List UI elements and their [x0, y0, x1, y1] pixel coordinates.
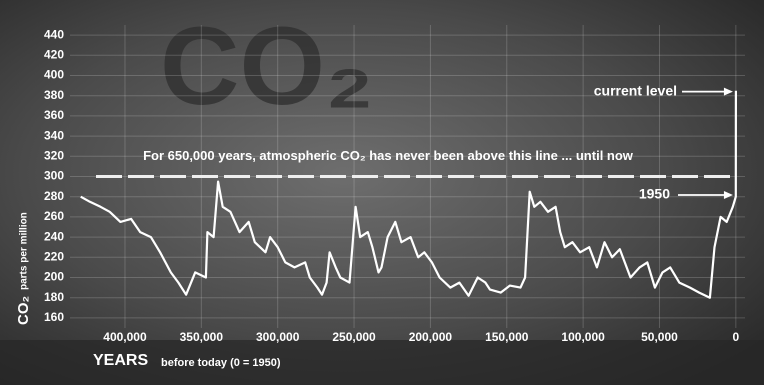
x-tick-label: 250,000 — [332, 330, 376, 344]
x-tick-label: 200,000 — [409, 330, 453, 344]
y-tick-label: 420 — [44, 47, 64, 61]
y-tick-label: 200 — [44, 270, 64, 284]
sea — [0, 340, 764, 385]
x-tick-label: 350,000 — [180, 330, 224, 344]
x-tick-label: 400,000 — [103, 330, 147, 344]
x-label-main: YEARS — [93, 352, 148, 369]
x-tick-label: 0 — [732, 330, 739, 344]
x-label-rest: before today (0 = 1950) — [161, 357, 281, 369]
y-tick-label: 260 — [44, 209, 64, 223]
arrowhead — [723, 191, 733, 199]
y-axis-label: CO₂ parts per million — [15, 212, 32, 325]
annotation: For 650,000 years, atmospheric CO₂ has n… — [143, 148, 634, 163]
y-tick-label: 160 — [44, 310, 64, 324]
callout-1950: 1950 — [639, 186, 670, 202]
y-tick-label: 380 — [44, 88, 64, 102]
y-tick-label: 400 — [44, 68, 64, 82]
y-tick-label: 180 — [44, 290, 64, 304]
y-tick-label: 440 — [44, 27, 64, 41]
callout-current: current level — [594, 82, 677, 98]
y-tick-label: 240 — [44, 229, 64, 243]
x-tick-label: 300,000 — [256, 330, 300, 344]
data-line — [80, 90, 737, 299]
x-tick-label: 100,000 — [561, 330, 605, 344]
y-tick-label: 360 — [44, 108, 64, 122]
watermark: CO₂ — [160, 5, 374, 128]
y-tick-label: 340 — [44, 128, 64, 142]
y-tick-label: 320 — [44, 148, 64, 162]
y-tick-label: 280 — [44, 189, 64, 203]
y-label-rest: parts per million — [19, 212, 30, 290]
x-tick-label: 50,000 — [641, 330, 678, 344]
arrowhead — [723, 87, 733, 96]
y-tick-label: 300 — [44, 169, 64, 183]
x-tick-label: 150,000 — [485, 330, 529, 344]
y-tick-label: 220 — [44, 249, 64, 263]
y-label-main: CO₂ — [15, 296, 32, 325]
